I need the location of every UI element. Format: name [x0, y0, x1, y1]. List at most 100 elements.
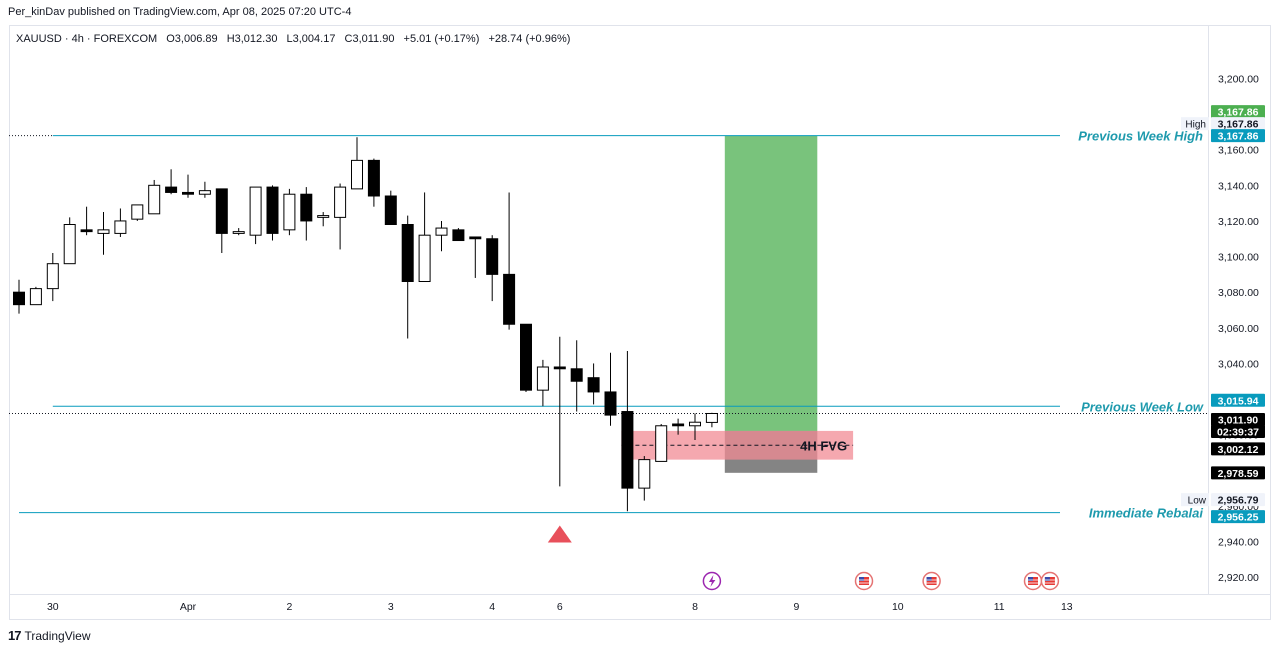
candle-body[interactable] [46, 263, 59, 290]
price-tag[interactable] [1211, 510, 1265, 524]
tradingview-logo-icon: 17 [8, 628, 22, 643]
candle-body[interactable] [300, 193, 313, 222]
candle-body[interactable] [435, 227, 448, 236]
candle-body[interactable] [401, 224, 414, 282]
candle-body[interactable] [283, 193, 296, 231]
x-tick-label: 4 [489, 601, 495, 613]
y-tick-label: 3,160.00 [1218, 145, 1259, 157]
x-tick-label: 2 [286, 601, 292, 613]
candle-body[interactable] [367, 159, 380, 197]
candle-body[interactable] [13, 291, 25, 306]
candle-body[interactable] [570, 368, 583, 382]
candle-body[interactable] [317, 215, 330, 218]
price-tag-label: 02:39:37 [1217, 426, 1259, 438]
candle-body[interactable] [148, 184, 161, 215]
up-triangle-marker-icon[interactable] [547, 525, 572, 543]
candle-body[interactable] [232, 231, 245, 234]
legend-open: O3,006.89 [166, 33, 218, 45]
candle-body[interactable] [672, 423, 685, 427]
x-tick-label: 13 [1061, 601, 1073, 613]
legend-extra: +28.74 (+0.96%) [488, 33, 571, 45]
legend-change: +5.01 (+0.17%) [403, 33, 480, 45]
time-axis[interactable] [9, 595, 1271, 620]
price-tag-side [1181, 493, 1209, 507]
level-label: Previous Week High [1078, 129, 1203, 144]
legend-symbol[interactable]: XAUUSD · 4h · FOREXCOM [16, 33, 158, 45]
price-axis[interactable] [1209, 25, 1271, 595]
candle-body[interactable] [536, 366, 549, 391]
candle-body[interactable] [198, 190, 211, 195]
candle-body[interactable] [638, 459, 651, 489]
candle-body[interactable] [486, 238, 499, 275]
y-tick-label: 3,120.00 [1218, 216, 1259, 228]
price-tag-label: 3,167.86 [1218, 131, 1259, 143]
candle-body[interactable] [114, 220, 127, 234]
candle-body[interactable] [655, 425, 668, 462]
candle-body[interactable] [604, 391, 617, 416]
price-tag[interactable] [1211, 424, 1265, 438]
level-label: Previous Week Low [1081, 399, 1204, 414]
x-tick-label: 30 [47, 601, 59, 613]
level-label: Immediate Rebalai [1089, 506, 1204, 521]
us-flag-canton [1044, 577, 1050, 581]
candle-body[interactable] [131, 204, 144, 220]
price-tag[interactable] [1211, 493, 1265, 507]
y-tick-label: 3,140.00 [1218, 180, 1259, 192]
candle-body[interactable] [266, 186, 279, 234]
candle-body[interactable] [553, 366, 566, 370]
lightning-glyph [708, 575, 716, 587]
price-tag[interactable] [1211, 412, 1265, 426]
candle-body[interactable] [587, 377, 600, 393]
y-tick-label: 3,200.00 [1218, 73, 1259, 85]
price-tag[interactable] [1211, 129, 1265, 143]
candle-body[interactable] [384, 195, 397, 225]
candle-body[interactable] [452, 229, 465, 242]
price-tag[interactable] [1211, 393, 1265, 407]
candle-body[interactable] [503, 273, 516, 325]
price-tag-side [1181, 117, 1209, 131]
candle-body[interactable] [520, 323, 532, 391]
price-tag[interactable] [1211, 442, 1265, 456]
us-flag-canton [1028, 577, 1033, 581]
candle-body[interactable] [182, 191, 194, 195]
candle-body[interactable] [705, 412, 718, 423]
chart-pane[interactable] [9, 25, 1209, 595]
candle-body[interactable] [97, 229, 110, 234]
candle-body[interactable] [63, 224, 76, 265]
price-tag[interactable] [1211, 117, 1265, 131]
y-tick-label: 3,100.00 [1218, 252, 1259, 264]
y-tick-label: 2,920.00 [1218, 572, 1259, 584]
candle-body[interactable] [351, 159, 363, 190]
candle-body[interactable] [80, 229, 93, 233]
candle-body[interactable] [249, 186, 262, 236]
candle-body[interactable] [469, 236, 482, 240]
price-tag-label: 3,011.90 [1218, 414, 1258, 426]
legend-high: H3,012.30 [226, 33, 278, 45]
x-tick-label: Apr [180, 601, 197, 613]
price-tag-label: 3,002.12 [1218, 444, 1259, 456]
candle-body[interactable] [689, 421, 701, 427]
candle-body[interactable] [334, 186, 347, 218]
candle-body[interactable] [215, 188, 228, 234]
price-tag[interactable] [1211, 105, 1265, 119]
legend-close: C3,011.90 [344, 33, 395, 45]
candle-body[interactable] [418, 234, 431, 282]
legend-low: L3,004.17 [286, 33, 336, 45]
x-tick-label: 11 [994, 601, 1005, 613]
price-tag-side-label: High [1185, 120, 1206, 131]
candle-body[interactable] [165, 186, 178, 193]
price-tag[interactable] [1211, 466, 1265, 480]
footer-brand[interactable]: 17 TradingView [8, 628, 91, 643]
target-zone[interactable] [724, 135, 818, 431]
candle-body[interactable] [621, 411, 634, 489]
y-tick-label: 3,080.00 [1218, 287, 1259, 299]
candle-body[interactable] [29, 288, 42, 306]
price-tag-label: 2,956.79 [1218, 495, 1259, 507]
symbol-legend: XAUUSD · 4h · FOREXCOM O3,006.89 H3,012.… [16, 33, 576, 45]
publisher-line: Per_kinDav published on TradingView.com,… [8, 6, 352, 18]
footer-brand-label: TradingView [24, 628, 91, 643]
x-tick-label: 9 [793, 601, 799, 613]
us-flag-canton [926, 577, 932, 581]
y-tick-label: 3,060.00 [1218, 323, 1259, 335]
